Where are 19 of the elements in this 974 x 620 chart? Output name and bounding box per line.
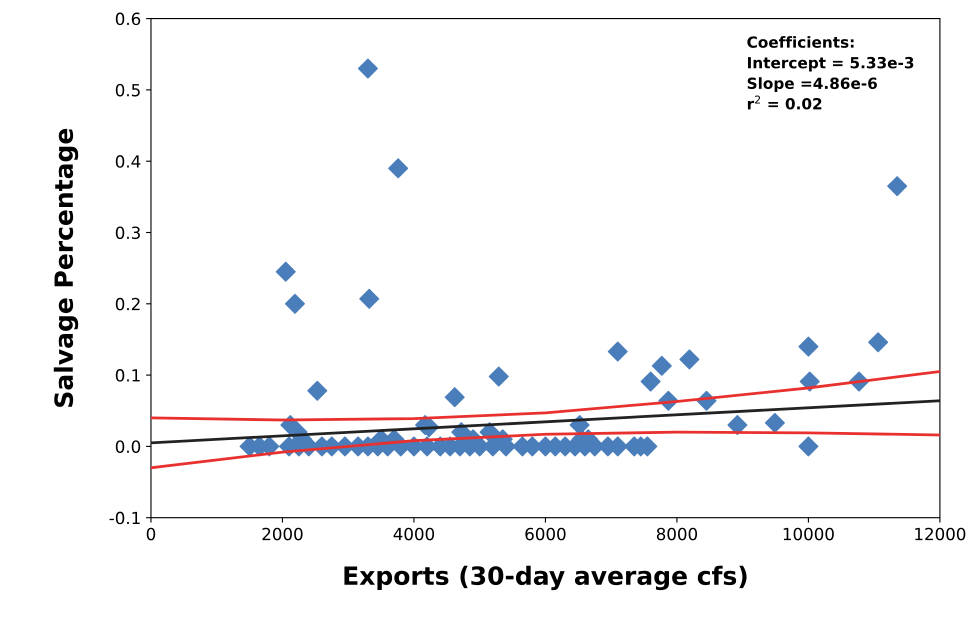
annotation: Coefficients: Intercept = 5.33e-3 Slope =4.86e-6 r$^{2}$ = 0.02 — [747, 36, 914, 110]
x-tick-label: 0 — [146, 528, 156, 540]
y-tick-label: 0.6 — [116, 12, 140, 26]
x-axis-title: Exports (30-day average cfs) — [344, 566, 747, 590]
y-tick-label: 0.5 — [116, 84, 140, 96]
y-tick-label: 0.0 — [116, 440, 140, 453]
x-tick-label: 6000 — [525, 528, 566, 540]
y-tick-label: 0.4 — [116, 155, 140, 168]
y-tick-label: 0.1 — [116, 369, 140, 382]
line-series — [150, 430, 940, 470]
x-tick-label: 10000 — [784, 528, 834, 540]
y-axis-title: Salvage Percentage — [54, 128, 78, 407]
x-tick-label: 2000 — [262, 528, 303, 540]
x-tick-label: 12000 — [915, 528, 966, 540]
x-tick-label: 4000 — [394, 528, 434, 540]
y-tick-label: 0.3 — [116, 226, 140, 240]
x-tick-label: 8000 — [656, 528, 698, 540]
y-tick-label: 0.2 — [116, 298, 140, 310]
y-tick-label: -0.1 — [110, 512, 140, 524]
